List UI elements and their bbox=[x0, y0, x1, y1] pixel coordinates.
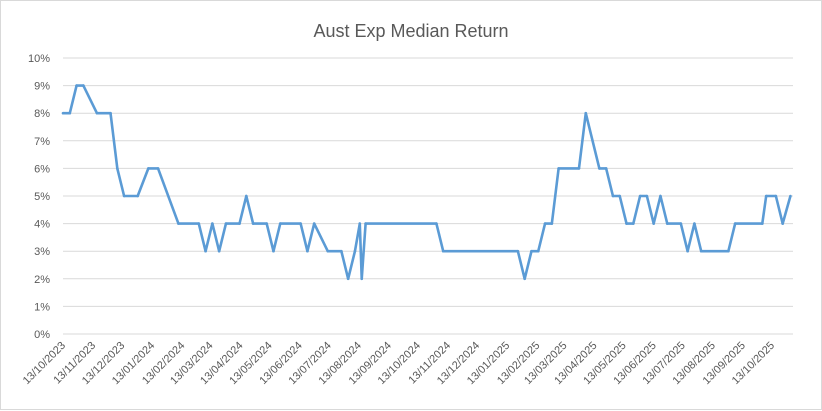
data-point bbox=[530, 249, 533, 253]
data-point bbox=[652, 222, 655, 225]
data-point bbox=[761, 222, 764, 225]
data-point bbox=[679, 222, 683, 225]
data-point bbox=[306, 249, 309, 253]
y-tick-label: 6% bbox=[34, 163, 50, 175]
data-point bbox=[136, 194, 139, 198]
data-point bbox=[353, 249, 357, 253]
data-point bbox=[68, 111, 72, 115]
data-point bbox=[781, 222, 784, 225]
data-point bbox=[618, 194, 622, 198]
data-point bbox=[312, 222, 316, 225]
data-point bbox=[358, 222, 362, 225]
data-point bbox=[245, 194, 248, 198]
data-point bbox=[665, 222, 669, 225]
y-tick-label: 3% bbox=[34, 246, 50, 258]
data-point bbox=[523, 277, 526, 281]
data-point bbox=[632, 222, 635, 225]
data-point bbox=[557, 167, 560, 170]
data-point bbox=[238, 222, 241, 225]
data-point bbox=[604, 167, 608, 170]
data-point bbox=[147, 167, 150, 170]
data-point bbox=[265, 222, 268, 225]
data-point bbox=[217, 249, 221, 253]
data-point bbox=[686, 249, 689, 253]
data-point bbox=[177, 222, 180, 225]
data-point bbox=[251, 222, 255, 225]
y-tick-label: 9% bbox=[34, 81, 50, 93]
data-point bbox=[340, 249, 343, 253]
y-tick-label: 2% bbox=[34, 274, 50, 286]
data-point bbox=[82, 84, 85, 87]
x-axis-ticks: 13/10/202313/11/202313/12/202313/01/2024… bbox=[21, 340, 777, 387]
chart-title: Aust Exp Median Return bbox=[313, 21, 508, 41]
data-point bbox=[116, 167, 119, 170]
data-point bbox=[733, 222, 737, 225]
data-point bbox=[764, 194, 768, 198]
data-point bbox=[516, 249, 520, 253]
data-point bbox=[61, 111, 65, 115]
data-point bbox=[109, 111, 112, 115]
data-point bbox=[364, 222, 367, 225]
data-point bbox=[272, 249, 275, 253]
y-tick-label: 1% bbox=[34, 301, 50, 313]
data-point bbox=[543, 222, 547, 225]
data-point bbox=[346, 277, 350, 281]
data-point bbox=[278, 222, 282, 225]
series bbox=[61, 84, 792, 281]
y-tick-label: 7% bbox=[34, 136, 50, 148]
gridlines bbox=[63, 57, 793, 335]
data-point bbox=[156, 167, 160, 170]
data-point bbox=[435, 222, 438, 225]
data-point bbox=[774, 194, 778, 198]
data-point bbox=[727, 249, 730, 253]
data-point bbox=[645, 194, 649, 198]
data-point bbox=[693, 222, 696, 225]
data-point bbox=[789, 194, 792, 198]
data-point bbox=[699, 249, 703, 253]
data-point bbox=[659, 194, 662, 198]
data-point bbox=[197, 222, 201, 225]
series-line bbox=[63, 84, 792, 281]
y-tick-label: 8% bbox=[34, 108, 50, 120]
y-axis-ticks: 0% 1% 2% 3% 4% 5% 6% 7% 8% 9% 10% bbox=[28, 53, 50, 341]
data-point bbox=[598, 167, 601, 170]
y-tick-label: 10% bbox=[28, 53, 50, 65]
data-point bbox=[75, 84, 78, 87]
data-point bbox=[638, 194, 642, 198]
data-point bbox=[584, 111, 588, 115]
y-tick-label: 5% bbox=[34, 191, 50, 203]
data-point bbox=[536, 249, 540, 253]
y-tick-label: 0% bbox=[34, 329, 50, 341]
data-point bbox=[204, 249, 207, 253]
data-point bbox=[577, 167, 581, 170]
y-tick-label: 4% bbox=[34, 219, 50, 231]
data-point bbox=[95, 111, 99, 115]
data-point bbox=[211, 222, 214, 225]
data-point bbox=[441, 249, 445, 253]
data-point bbox=[326, 249, 330, 253]
data-point bbox=[360, 277, 364, 281]
data-point bbox=[122, 194, 126, 198]
data-point bbox=[299, 222, 302, 225]
data-point bbox=[224, 222, 228, 225]
data-point bbox=[625, 222, 628, 225]
data-point bbox=[611, 194, 615, 198]
data-point bbox=[550, 222, 554, 225]
